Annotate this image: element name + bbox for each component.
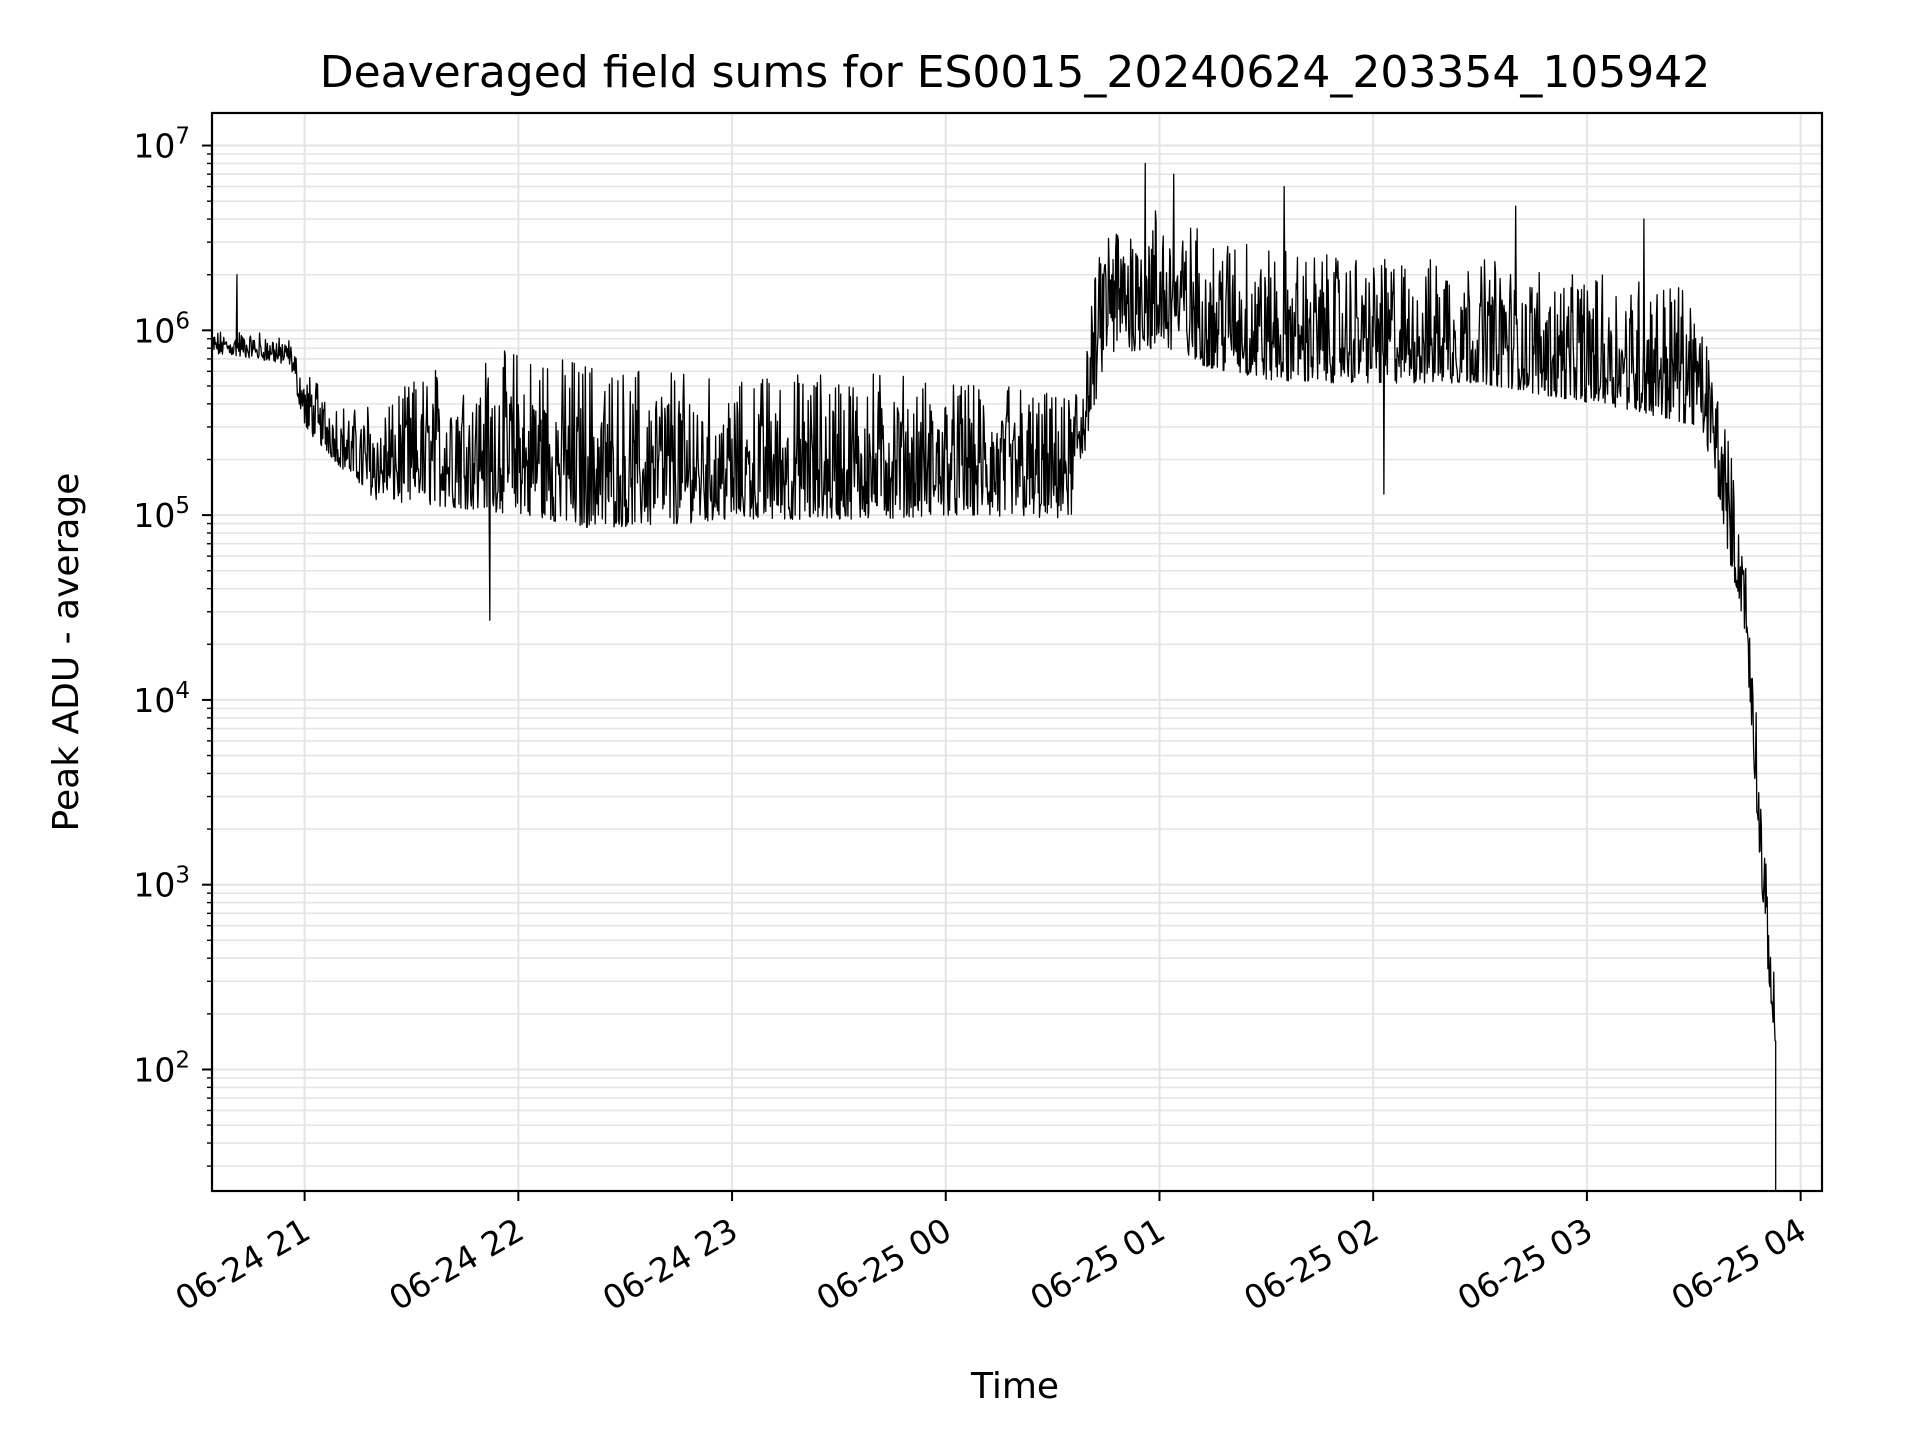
- y-axis-label: Peak ADU - average: [46, 473, 87, 832]
- y-tick-base: 10: [133, 681, 175, 720]
- x-tick-label: 06-24 22: [382, 1210, 530, 1318]
- y-tick-label: 104: [133, 678, 190, 720]
- x-axis-label: Time: [970, 1366, 1059, 1407]
- y-tick-base: 10: [133, 496, 175, 535]
- y-tick-exponent: 4: [175, 678, 190, 704]
- y-tick-label: 102: [133, 1047, 190, 1089]
- y-tick-base: 10: [133, 1050, 175, 1089]
- x-tick-label: 06-24 23: [596, 1210, 744, 1318]
- y-tick-exponent: 2: [175, 1047, 190, 1073]
- x-axis: 06-24 21 06-24 22 06-24 23 06-25 00 06-25 01…: [169, 1191, 1813, 1318]
- x-tick-label: 06-25 00: [810, 1210, 958, 1318]
- y-tick-label: 107: [133, 124, 190, 166]
- plot-frame: [210, 111, 1824, 1193]
- x-tick-label: 06-25 02: [1237, 1210, 1385, 1318]
- y-tick-base: 10: [133, 127, 175, 166]
- y-tick-exponent: 5: [175, 493, 190, 519]
- x-tick-label: 06-25 04: [1665, 1210, 1813, 1318]
- x-tick-label: 06-25 03: [1451, 1210, 1599, 1318]
- y-tick-exponent: 6: [175, 308, 190, 334]
- y-tick-exponent: 7: [175, 124, 190, 150]
- y-tick-label: 106: [133, 308, 190, 350]
- chart-title: Deaveraged field sums for ES0015_2024062…: [320, 47, 1711, 98]
- x-tick-label: 06-24 21: [169, 1210, 317, 1318]
- y-tick-label: 103: [133, 863, 190, 905]
- data-line: [211, 162, 1777, 1191]
- y-tick-base: 10: [133, 866, 175, 905]
- y-tick-base: 10: [133, 311, 175, 350]
- x-tick-label: 06-25 01: [1023, 1210, 1171, 1318]
- y-tick-label: 105: [133, 493, 190, 535]
- y-tick-exponent: 3: [175, 863, 190, 889]
- series-line: [211, 162, 1777, 1191]
- grid: [212, 113, 1822, 1191]
